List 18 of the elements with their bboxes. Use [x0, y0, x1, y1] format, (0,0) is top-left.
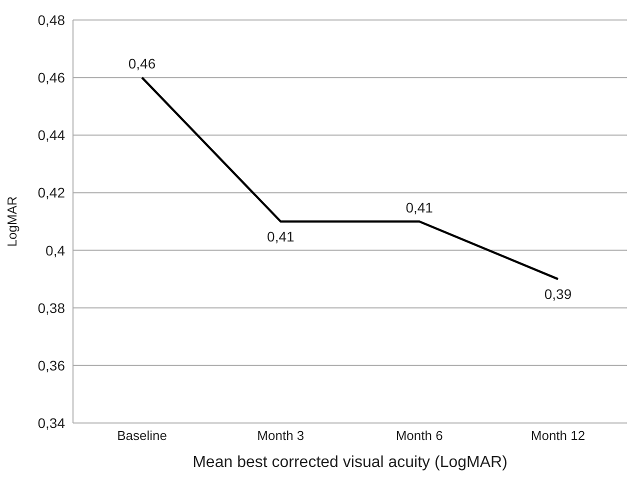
y-tick-label: 0,4: [46, 242, 66, 258]
x-tick-label: Month 12: [530, 428, 586, 444]
data-label: 0,39: [544, 286, 572, 302]
y-tick-label: 0,46: [38, 70, 66, 86]
y-tick-label: 0,44: [38, 127, 66, 144]
data-label: 0,41: [267, 228, 295, 244]
x-tick-label: Baseline: [117, 428, 167, 444]
y-tick-label: 0,42: [38, 184, 66, 201]
x-tick-label: Month 3: [257, 428, 304, 444]
data-label: 0,46: [128, 56, 156, 72]
data-label: 0,41: [406, 200, 434, 216]
y-tick-label: 0,48: [38, 12, 66, 28]
y-tick-label: 0,34: [38, 414, 66, 431]
y-tick-label: 0,36: [38, 357, 66, 374]
x-axis-title: Mean best corrected visual acuity (LogMAR): [192, 454, 508, 471]
y-axis-title: LogMAR: [4, 196, 20, 247]
x-tick-label: Month 6: [396, 428, 443, 444]
y-tick-label: 0,38: [38, 300, 66, 316]
